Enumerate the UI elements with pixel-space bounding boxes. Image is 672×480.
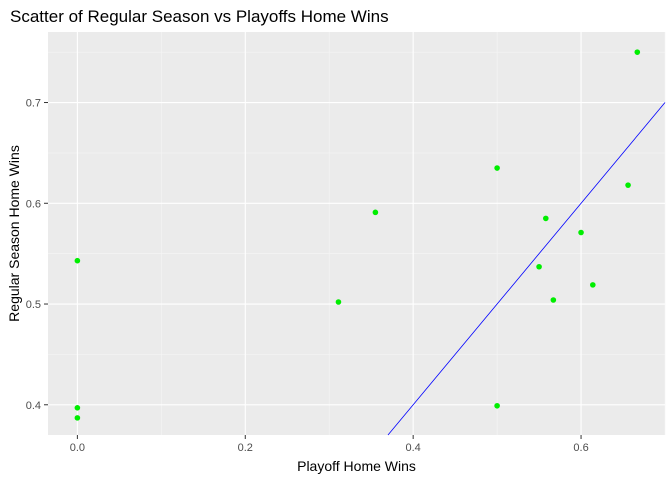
major-gridlines: [48, 32, 665, 435]
x-tick-label: 0.6: [573, 442, 588, 454]
data-point: [74, 404, 81, 411]
chart-title: Scatter of Regular Season vs Playoffs Ho…: [10, 7, 389, 26]
x-axis-title: Playoff Home Wins: [297, 458, 416, 474]
y-tick-label: 0.7: [26, 98, 41, 110]
data-point: [372, 209, 379, 216]
y-tick-label: 0.4: [26, 400, 41, 412]
points-layer: [74, 49, 641, 421]
x-tick-label: 0.2: [238, 442, 253, 454]
data-point: [494, 165, 500, 171]
y-tick-label: 0.5: [26, 299, 41, 311]
y-tick-label: 0.6: [26, 198, 41, 210]
data-point: [74, 415, 81, 421]
reference-line: [387, 102, 666, 436]
data-point: [634, 49, 641, 55]
x-tick-label: 0.4: [406, 442, 421, 454]
reference-line-layer: [387, 102, 666, 436]
data-point: [74, 257, 81, 264]
minor-gridlines: [48, 32, 666, 435]
x-axis-ticks: 0.0 0.2 0.4 0.6: [70, 435, 589, 454]
data-point: [590, 282, 596, 288]
data-point: [578, 229, 584, 236]
data-point: [550, 297, 557, 303]
plot-panel: [48, 32, 665, 435]
data-point: [625, 182, 631, 188]
data-point: [536, 263, 542, 270]
y-axis-title: Regular Season Home Wins: [6, 145, 22, 322]
y-axis-ticks: 0.4 0.5 0.6 0.7: [26, 98, 48, 412]
x-tick-label: 0.0: [70, 442, 85, 454]
data-point: [494, 402, 500, 409]
data-point: [542, 215, 549, 222]
data-point: [335, 299, 342, 305]
